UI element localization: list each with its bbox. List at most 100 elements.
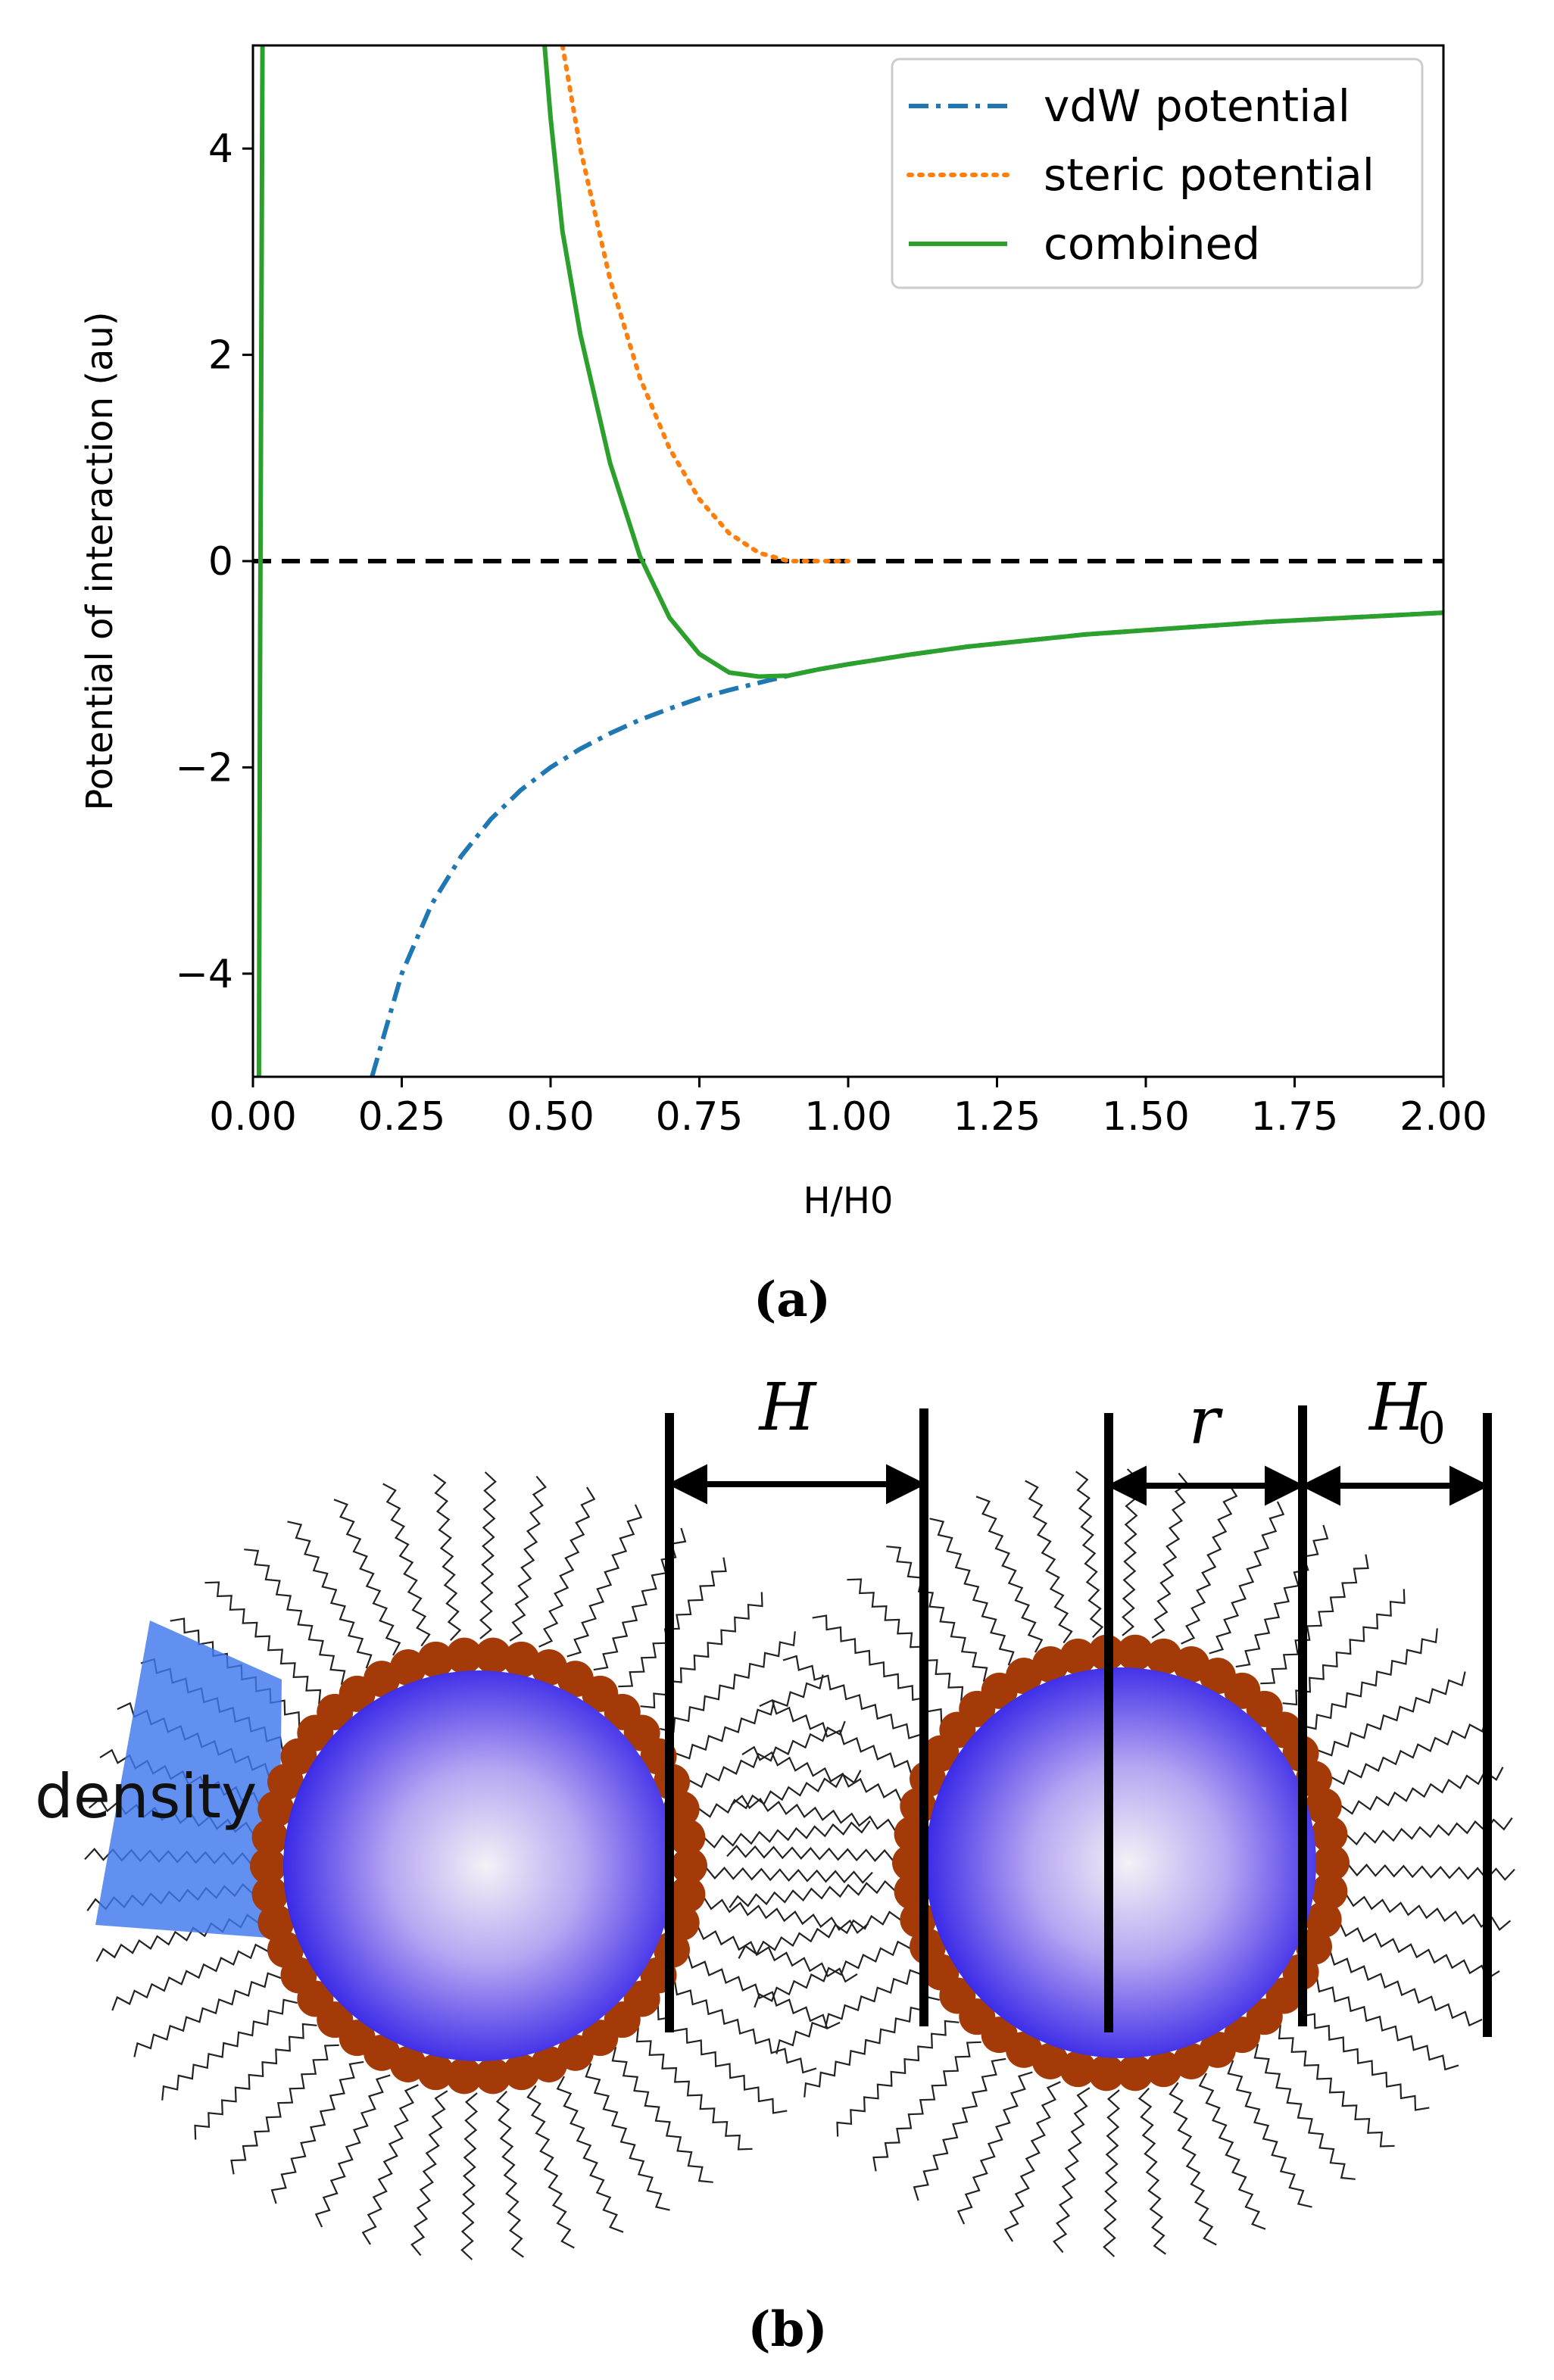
y-tick-label: −2	[175, 745, 233, 791]
brush-chain	[847, 1578, 964, 1702]
shell-bead	[1116, 1634, 1153, 1671]
brush-chain	[244, 1549, 346, 1685]
legend: vdW potential steric potential combined	[891, 58, 1424, 289]
brush-chain	[754, 1940, 911, 2008]
shell-bead	[251, 1819, 289, 1856]
brush-chain	[333, 1499, 401, 1656]
dimension-lines	[665, 1405, 1492, 2037]
brush-chain	[287, 1521, 373, 1669]
brush-chain	[697, 1926, 858, 1983]
brush-chain	[730, 1795, 897, 1833]
brush-chain	[1339, 1923, 1500, 1980]
shell-bead	[669, 1876, 706, 1913]
brush-chain	[1315, 1977, 1459, 2071]
brush-chain	[314, 2074, 391, 2228]
brush-chain	[410, 2090, 448, 2257]
brush-chain	[566, 1504, 643, 1658]
shell-bead	[1059, 2051, 1097, 2088]
brush-chain	[611, 2047, 713, 2183]
polymer-brush-chains	[84, 1468, 1515, 2260]
brush-chain	[618, 1557, 727, 1688]
brush-chain	[161, 1998, 298, 2101]
shell-bead	[1145, 1638, 1182, 1675]
brush-chain	[593, 1527, 687, 1671]
brush-chain	[1025, 1480, 1073, 1644]
shell-bead	[474, 2057, 511, 2095]
caption-b: (b)	[747, 2301, 827, 2358]
brush-chain	[230, 2044, 339, 2175]
x-tick-label: 0.75	[656, 1094, 744, 1140]
brush-chain	[775, 1969, 924, 2054]
brush-chain	[1340, 1767, 1504, 1815]
density-wedge	[95, 1620, 282, 1939]
brush-chain	[1302, 1628, 1438, 1730]
brush-chain	[660, 1631, 796, 1733]
brush-chain	[673, 1980, 817, 2074]
y-tick-label: −4	[175, 952, 233, 997]
potential-chart: 0.00 0.25 0.50 0.75 1.00 1.25 1.50 1.75 2.00 −4−…	[79, 44, 1487, 1222]
shell-bead	[503, 1641, 540, 1678]
brush-chain	[635, 2027, 753, 2151]
shell-bead	[417, 1641, 454, 1678]
series-line-vdw-potential	[370, 610, 1443, 1077]
shell-bead	[250, 1848, 286, 1884]
shell-bead	[389, 1649, 426, 1686]
brush-chain	[1299, 2002, 1430, 2111]
legend-label-combined: combined	[1044, 218, 1260, 270]
brush-chain	[913, 2057, 1006, 2201]
shell-bead	[446, 2057, 483, 2095]
x-tick-label: 0.50	[507, 1094, 594, 1140]
brush-chain	[929, 1518, 1015, 1666]
shell-bead	[503, 2054, 540, 2091]
brush-chain	[1260, 1554, 1369, 1685]
y-tick-label: 2	[208, 333, 233, 379]
brush-chain	[1198, 2073, 1266, 2230]
label-H: H	[758, 1370, 818, 1446]
particle-schematic: density H r H 0	[35, 1370, 1515, 2260]
brush-chain	[1278, 2024, 1395, 2148]
density-label: density	[35, 1761, 257, 1832]
brush-chain	[1103, 2089, 1120, 2257]
brush-chain	[804, 1995, 940, 2098]
series-line-combined-near-zero-wall-	[256, 45, 265, 1077]
brush-chain	[1181, 1483, 1238, 1645]
brush-chain	[433, 1474, 462, 1641]
shell-bead	[474, 1637, 511, 1674]
brush-chain	[1003, 2081, 1061, 2242]
brush-chain	[495, 2091, 524, 2258]
legend-label-vdw: vdW potential	[1044, 80, 1350, 132]
brush-chain	[697, 1770, 862, 1818]
brush-chain	[759, 1698, 913, 1775]
particle-left	[283, 1670, 674, 2061]
brush-chain	[382, 1483, 431, 1647]
brush-chain	[1345, 1893, 1512, 1931]
label-H0-subscript: 0	[1418, 1402, 1446, 1454]
shell-bead	[257, 1904, 295, 1942]
brush-chain	[956, 2071, 1033, 2225]
brush-chain	[704, 1820, 871, 1849]
x-tick-label: 0.25	[358, 1094, 446, 1140]
shell-bead	[1145, 2051, 1182, 2088]
series-line-steric-potential	[560, 45, 850, 563]
shell-bead	[1173, 2042, 1210, 2079]
y-tick-label: 4	[208, 126, 233, 172]
brush-chain	[975, 1496, 1044, 1653]
brush-chain	[556, 2076, 624, 2233]
shell-bead	[1116, 2054, 1153, 2091]
shell-bead	[1313, 1845, 1350, 1881]
brush-chain	[657, 2005, 788, 2114]
brush-chain	[687, 1954, 841, 2030]
y-axis-ticks: −4 −2 0 2 4	[175, 126, 253, 997]
x-tick-label: 1.00	[804, 1094, 892, 1140]
brush-chain	[1235, 1524, 1329, 1668]
brush-chain	[729, 1879, 896, 1908]
brush-chain	[194, 2023, 317, 2140]
x-axis-ticks: 0.00 0.25 0.50 0.75 1.00 1.25 1.50 1.75 2.00	[209, 1077, 1487, 1140]
y-tick-label: 0	[208, 539, 233, 585]
x-tick-label: 1.75	[1251, 1094, 1339, 1140]
shell-bead	[531, 2045, 568, 2082]
series-line-combined	[542, 45, 1443, 679]
brush-chain	[703, 1896, 869, 1934]
brush-chain	[361, 2084, 419, 2245]
